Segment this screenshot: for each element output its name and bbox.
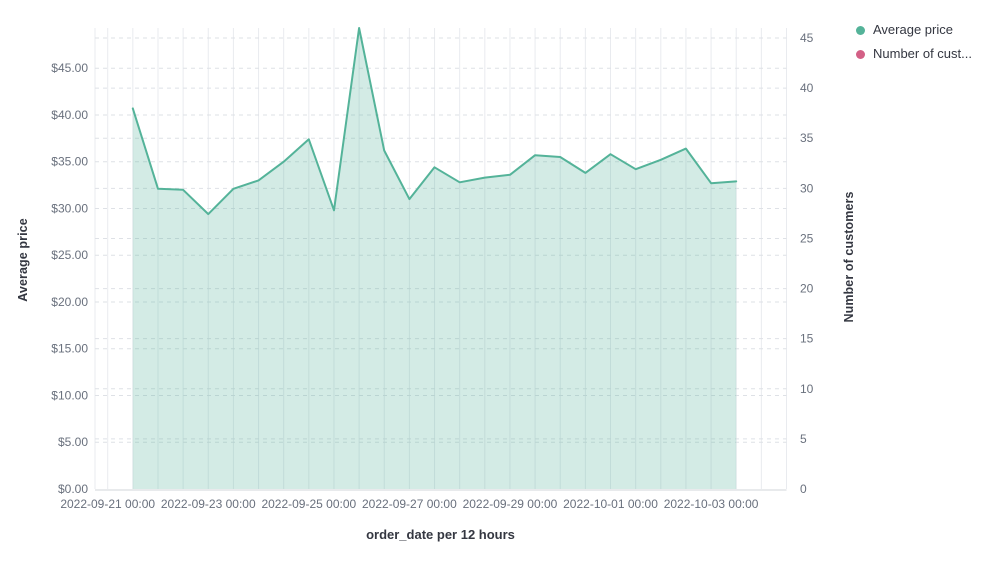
x-axis-title: order_date per 12 hours: [366, 527, 515, 542]
left-axis-tick-label: $25.00: [51, 248, 88, 262]
right-axis-tick-label: 35: [800, 131, 814, 145]
left-axis-tick-label: $0.00: [58, 482, 88, 496]
right-axis-tick-label: 45: [800, 31, 814, 45]
left-axis-tick-label: $40.00: [51, 108, 88, 122]
left-axis-tick-label: $20.00: [51, 295, 88, 309]
left-axis-tick-label: $45.00: [51, 61, 88, 75]
x-axis-tick-label: 2022-09-25 00:00: [261, 497, 356, 511]
legend-label: Average price: [873, 22, 953, 37]
right-axis-title-text: Number of customers: [842, 191, 856, 323]
x-axis-tick-label: 2022-09-29 00:00: [463, 497, 558, 511]
legend-label: Number of cust...: [873, 46, 972, 61]
right-axis-tick-label: 40: [800, 81, 814, 95]
right-axis-tick-label: 0: [800, 482, 807, 496]
left-axis-tick-label: $15.00: [51, 342, 88, 356]
x-axis-tick-label: 2022-10-01 00:00: [563, 497, 658, 511]
right-axis-tick-label: 15: [800, 332, 814, 346]
left-axis-title-text: Average price: [16, 218, 30, 302]
left-axis-tick-label: $30.00: [51, 201, 88, 215]
average-price-area[interactable]: [132, 28, 737, 489]
legend-dot-number-of-customers: [856, 49, 865, 59]
x-axis-tick-label: 2022-09-27 00:00: [362, 497, 457, 511]
average-price-line[interactable]: [131, 27, 738, 216]
right-axis-tick-label: 5: [800, 432, 807, 446]
right-axis-tick-label: 25: [800, 231, 814, 245]
left-axis-tick-label: $5.00: [58, 435, 88, 449]
x-axis-tick-label: 2022-09-21 00:00: [60, 497, 155, 511]
x-axis-tick-label: 2022-09-23 00:00: [161, 497, 256, 511]
chart-legend: Average price Number of cust...: [856, 22, 1004, 62]
legend-item-average-price[interactable]: Average price: [856, 22, 1004, 38]
left-axis-tick-label: $10.00: [51, 388, 88, 402]
legend-dot-average-price: [856, 25, 865, 35]
right-axis-tick-label: 30: [800, 181, 814, 195]
x-axis-tick-label: 2022-10-03 00:00: [664, 497, 759, 511]
left-axis-tick-label: $35.00: [51, 155, 88, 169]
right-axis-tick-label: 20: [800, 282, 814, 296]
right-axis-tick-label: 10: [800, 382, 814, 396]
legend-item-number-of-customers[interactable]: Number of cust...: [856, 46, 1004, 62]
